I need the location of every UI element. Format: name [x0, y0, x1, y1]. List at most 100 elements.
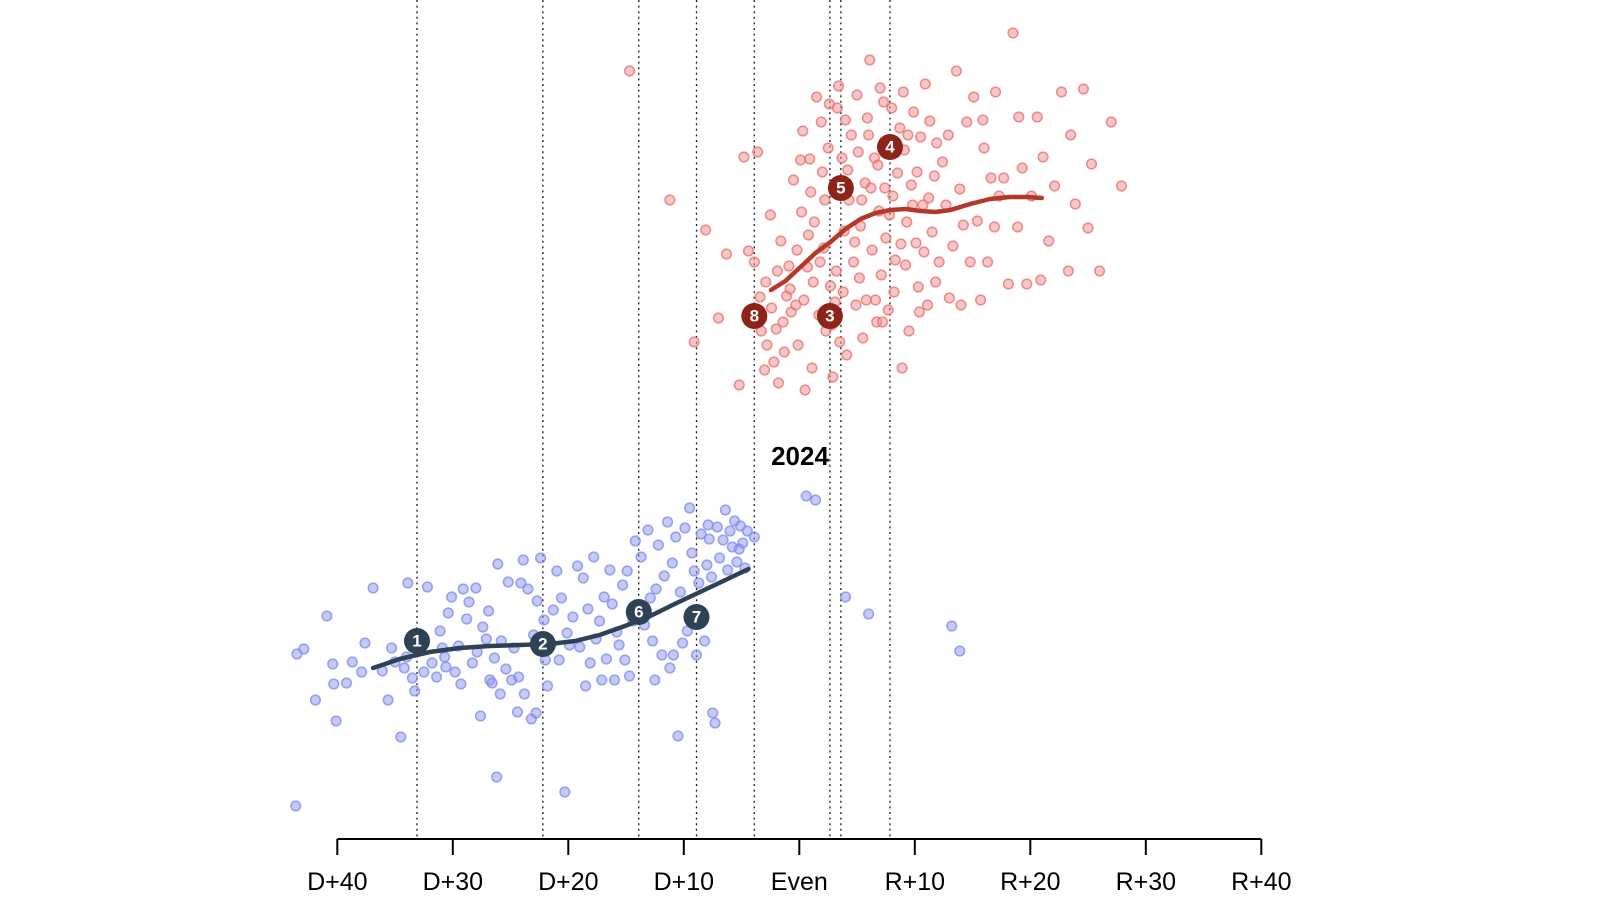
dem-point — [398, 662, 410, 674]
dem-point — [474, 710, 487, 722]
rep-point — [815, 116, 827, 128]
rep-point — [712, 312, 725, 324]
dem-point — [674, 586, 686, 598]
rep-point — [837, 286, 849, 298]
dem-point — [561, 627, 573, 639]
scatter-points-layer — [290, 27, 1128, 812]
rep-point — [921, 299, 934, 311]
dem-point — [531, 595, 543, 607]
rep-point — [778, 346, 790, 358]
dem-point — [748, 531, 760, 543]
rep-point — [819, 194, 831, 206]
rep-point — [1016, 162, 1028, 174]
rep-point — [814, 256, 826, 268]
dem-point — [577, 572, 589, 584]
rep-point — [957, 219, 969, 231]
marker-label-1: 1 — [412, 631, 421, 650]
marker-label-2: 2 — [538, 634, 547, 653]
rep-point — [936, 156, 949, 168]
rep-point — [907, 106, 920, 118]
rep-point — [1065, 129, 1077, 141]
rep-point — [770, 323, 782, 335]
rep-point — [928, 170, 941, 182]
dem-point — [702, 519, 714, 531]
dem-point — [646, 635, 659, 647]
dem-point — [367, 582, 379, 594]
dem-point — [676, 637, 689, 649]
dem-point — [298, 643, 310, 655]
rep-point — [961, 116, 973, 128]
rep-point — [856, 194, 868, 206]
dem-point — [449, 666, 461, 678]
rep-point — [845, 129, 857, 141]
dem-point — [559, 786, 571, 798]
dem-point — [439, 651, 451, 663]
dem-point — [613, 639, 625, 651]
rep-point — [861, 112, 874, 124]
rep-point — [754, 291, 766, 303]
dem-point — [681, 625, 693, 637]
dem-point — [688, 565, 700, 577]
dem-point — [494, 688, 506, 700]
dem-point — [530, 707, 542, 719]
rep-point — [765, 302, 778, 314]
dem-point — [446, 591, 458, 603]
rep-point — [1062, 265, 1074, 277]
rep-point — [933, 256, 945, 268]
rep-point — [752, 146, 764, 158]
dem-point — [600, 653, 613, 665]
dem-point — [511, 706, 524, 718]
marker-circle-4 — [877, 134, 903, 160]
rep-point — [768, 356, 780, 368]
dem-point — [553, 654, 565, 666]
dem-point — [693, 577, 705, 589]
rep-point — [887, 190, 899, 202]
dem-point — [461, 613, 473, 625]
marker-circle-6 — [625, 599, 652, 625]
rep-point — [792, 339, 804, 351]
rep-point — [864, 54, 876, 66]
dem-point — [567, 611, 579, 623]
rep-point — [926, 226, 938, 238]
rep-point — [866, 244, 878, 256]
dem-point — [522, 583, 534, 595]
x-tick-label: D+10 — [654, 868, 714, 896]
dem-point — [667, 649, 680, 661]
dem-point — [500, 663, 512, 675]
dem-point — [515, 577, 527, 589]
dem-point — [690, 649, 703, 661]
dem-point — [330, 715, 342, 727]
rep-point — [954, 183, 966, 195]
dem-point — [584, 657, 596, 669]
rep-point — [882, 304, 894, 316]
rep-point — [795, 206, 808, 218]
dem-point — [644, 592, 656, 604]
rep-point — [914, 131, 927, 143]
dem-point — [480, 633, 492, 645]
marker-label-7: 7 — [692, 607, 701, 626]
rep-point — [875, 269, 887, 281]
rep-point — [1077, 83, 1089, 95]
rep-point — [981, 256, 994, 268]
marker-circle-1 — [404, 628, 430, 654]
rep-point — [1085, 158, 1098, 170]
marker-circle-3 — [816, 303, 843, 329]
rep-point — [1048, 180, 1061, 192]
rep-point — [761, 339, 773, 351]
dem-point — [593, 615, 606, 627]
rep-point — [760, 276, 772, 288]
rep-point — [860, 294, 872, 306]
rep-point — [764, 209, 777, 221]
marker-circle-2 — [529, 631, 556, 657]
rep-point — [865, 182, 877, 194]
dem-point — [421, 581, 434, 593]
rep-point — [1007, 27, 1019, 39]
dem-point — [551, 565, 563, 577]
dem-point — [402, 577, 414, 589]
dem-point — [656, 649, 668, 661]
rep-point — [903, 325, 915, 337]
rep-point — [880, 232, 892, 244]
dem-point — [946, 620, 958, 632]
dem-point — [440, 661, 452, 673]
dem-point — [555, 592, 568, 604]
